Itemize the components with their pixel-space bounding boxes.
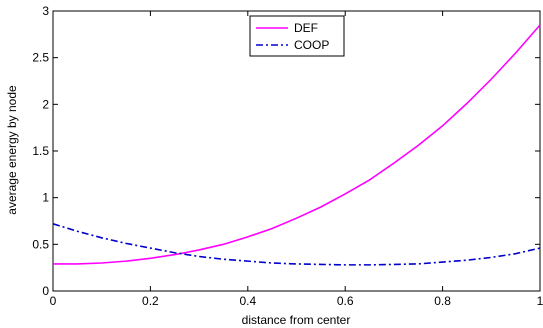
x-tick-label: 1: [537, 294, 543, 308]
axis-ticks: 0 0.2 0.4 0.6 0.8 1 0 0.5 1 1.5 2 2.5 3: [32, 4, 543, 308]
x-tick-label: 0.8: [434, 294, 451, 308]
y-axis-title: average energy by node: [5, 85, 19, 215]
y-tick-label: 2.5: [32, 51, 49, 65]
legend-label-coop: COOP: [294, 38, 329, 52]
legend-box: [249, 15, 345, 57]
x-tick-label: 0: [50, 294, 57, 308]
y-tick-label: 3: [42, 4, 49, 18]
y-tick-label: 1.5: [32, 144, 49, 158]
y-tick-label: 0: [42, 284, 49, 298]
plot-area: [52, 10, 541, 292]
x-tick-label: 0.4: [239, 294, 256, 308]
x-axis-title: distance from center: [242, 313, 351, 327]
y-tick-label: 1: [42, 191, 49, 205]
legend-label-def: DEF: [294, 21, 318, 35]
x-tick-label: 0.2: [142, 294, 159, 308]
series-lines: [52, 24, 541, 266]
x-tick-label: 0.6: [337, 294, 354, 308]
legend: DEF COOP: [249, 15, 345, 57]
y-tick-label: 0.5: [32, 237, 49, 251]
y-tick-label: 2: [42, 97, 49, 111]
series-line-def: [53, 24, 541, 265]
plot-frame: [52, 10, 541, 292]
series-line-coop: [52, 223, 541, 266]
